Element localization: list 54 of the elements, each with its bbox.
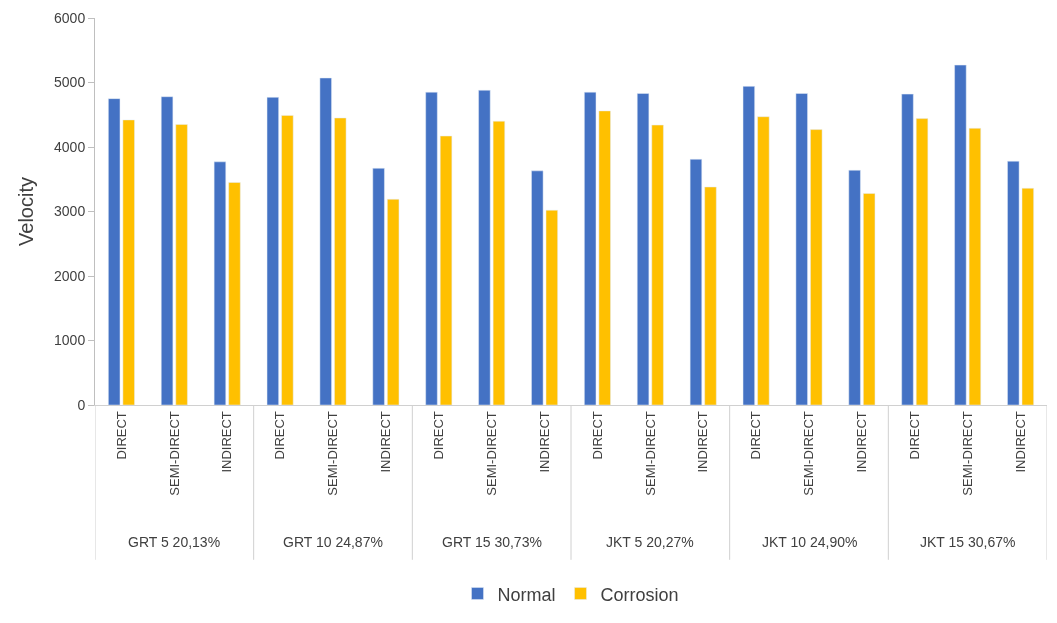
bar xyxy=(757,116,770,405)
y-tick-label: 2000 xyxy=(54,267,86,284)
text: JKT 10 24,90% xyxy=(762,534,858,550)
text: GRT 10 24,87% xyxy=(283,534,383,550)
bar xyxy=(281,115,294,405)
bar xyxy=(689,159,703,405)
x-tick-label: SEMI-DIRECT xyxy=(166,411,182,496)
bar xyxy=(372,168,385,405)
bar xyxy=(266,97,279,405)
x-tick-label: DIRECT xyxy=(748,411,764,460)
legend-label: Corrosion xyxy=(600,584,679,605)
bar xyxy=(810,129,823,405)
bar xyxy=(795,93,808,405)
y-axis-title: Velocity xyxy=(14,177,37,246)
bar xyxy=(742,86,755,405)
bar xyxy=(901,93,914,405)
text: JKT 5 20,27% xyxy=(606,534,694,550)
legend-label: Normal xyxy=(497,584,556,605)
bar xyxy=(425,91,438,405)
x-tick-label: DIRECT xyxy=(907,411,923,460)
text: GRT 5 20,13% xyxy=(128,534,221,550)
bar xyxy=(319,77,332,405)
x-tick-label: SEMI-DIRECT xyxy=(801,411,817,496)
bar xyxy=(704,186,717,405)
x-tick-label: SEMI-DIRECT xyxy=(642,411,658,496)
y-tick-label: 4000 xyxy=(54,138,86,155)
y-tick-label: 0 xyxy=(77,396,86,413)
bar xyxy=(915,118,929,405)
x-tick-label: DIRECT xyxy=(589,411,605,460)
x-tick-label: INDIRECT xyxy=(854,411,870,473)
x-tick-label: SEMI-DIRECT xyxy=(325,411,341,496)
text: GRT 15 30,73% xyxy=(442,534,542,550)
bar xyxy=(863,193,876,405)
text: JKT 15 30,67% xyxy=(920,534,1016,550)
bar xyxy=(387,199,400,405)
x-tick-label: INDIRECT xyxy=(695,411,711,473)
x-tick-label: SEMI-DIRECT xyxy=(483,411,499,496)
y-tick-label: 5000 xyxy=(54,74,86,91)
x-tick-label: INDIRECT xyxy=(378,411,394,473)
bar xyxy=(334,117,347,405)
x-tick-label: DIRECT xyxy=(431,411,447,460)
x-tick-label: DIRECT xyxy=(113,411,129,460)
y-tick-label: 1000 xyxy=(54,332,86,349)
x-tick-label: INDIRECT xyxy=(536,411,552,473)
x-tick-label: DIRECT xyxy=(272,411,288,460)
bar xyxy=(848,169,861,405)
bar xyxy=(228,182,241,405)
y-tick-label: 6000 xyxy=(54,9,86,26)
bar xyxy=(439,135,453,405)
bar xyxy=(213,161,227,405)
x-tick-label: INDIRECT xyxy=(219,411,235,473)
x-tick-label: INDIRECT xyxy=(1012,411,1028,473)
y-tick-label: 3000 xyxy=(54,203,86,220)
x-tick-label: SEMI-DIRECT xyxy=(959,411,975,496)
